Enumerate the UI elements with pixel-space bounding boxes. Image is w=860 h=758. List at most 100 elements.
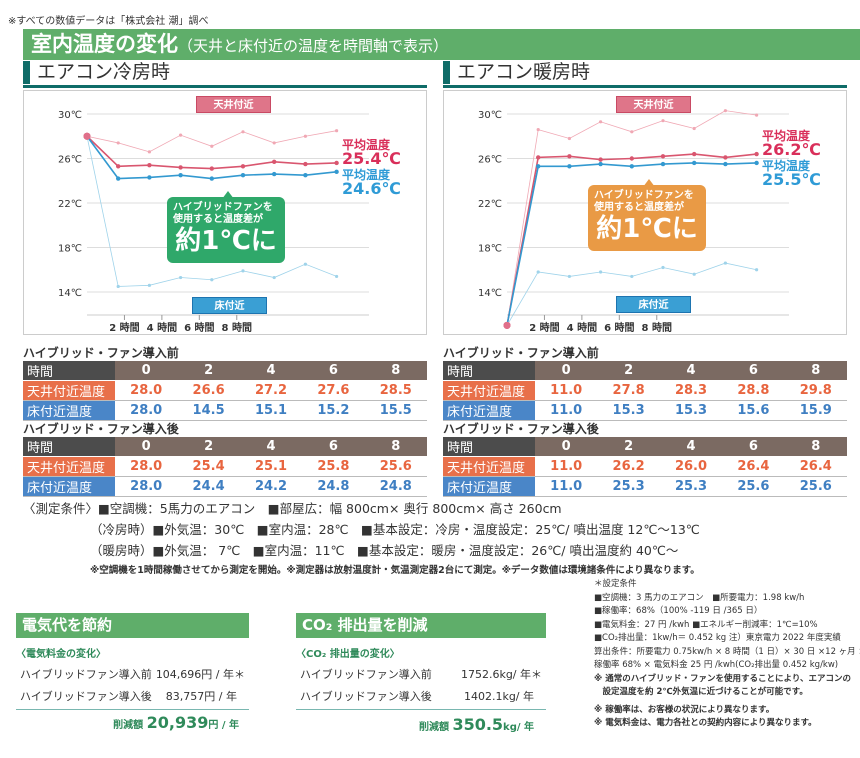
data-point	[567, 136, 571, 141]
table-title: ハイブリッド・ファン導入後	[23, 422, 179, 436]
table-cell: 2	[597, 437, 660, 457]
data-point	[178, 172, 183, 178]
settings-line: 算出条件：所要電力 0.75kw/h × 8 時間（1 日）× 30 日 ×12…	[594, 646, 860, 657]
avg-ceiling-value: 25.4℃	[342, 149, 401, 168]
data-point	[630, 274, 634, 279]
table-cell: 24.4	[177, 476, 240, 497]
co2-before-row: ハイブリッドファン導入前 1752.6kg/ 年＊	[300, 666, 542, 682]
table-cell: 床付近温度	[23, 476, 115, 497]
callout-big: 約1℃に	[175, 226, 277, 256]
data-point	[272, 275, 276, 280]
temp-table-heating-before: ハイブリッド・ファン導入前 時間 0 2 4 6 8 天井付近温度 11.0 27.8 28.3 28…	[443, 344, 847, 421]
value: 104,696円 / 年＊	[155, 668, 245, 681]
settings-line: ■電気料金：27 円 /kwh ■エネルギー削減率：1℃=10%	[594, 619, 818, 630]
series-line	[86, 135, 337, 180]
table-cell: 11.0	[535, 400, 598, 421]
data-point	[210, 278, 214, 282]
conditions-note: ※空調機を1時間稼働させてから測定を開始。※測定器は放射温度計・気温測定器2台に…	[90, 565, 700, 576]
co2-after-row: ハイブリッドファン導入後 1402.1kg/ 年	[300, 688, 534, 704]
table-cell: 28.5	[364, 380, 427, 401]
data-point	[567, 164, 572, 169]
label: ハイブリッドファン導入前	[300, 668, 432, 681]
data-point	[567, 154, 572, 159]
data-point	[147, 175, 152, 180]
y-tick-label: 30℃	[478, 110, 502, 121]
table-row-ceiling: 天井付近温度 28.0 26.6 27.2 27.6 28.5	[23, 380, 427, 401]
y-tick-label: 22℃	[58, 199, 82, 210]
saving-label: 削減額	[113, 720, 144, 731]
table-cell: 天井付近温度	[443, 456, 535, 477]
table-cell: 4	[239, 361, 303, 381]
data-point	[241, 130, 245, 134]
table-cell: 26.4	[722, 456, 785, 477]
value: 1752.6kg/ 年＊	[460, 668, 542, 681]
data-point	[241, 269, 245, 273]
x-tick-label: 4 時間	[567, 321, 597, 334]
data-point	[334, 169, 339, 175]
data-point	[503, 321, 511, 329]
table-cell: 6	[722, 361, 785, 381]
data-point	[178, 165, 183, 170]
y-tick-label: 26℃	[478, 155, 502, 166]
electric-sub: 〈電気料金の変化〉	[16, 649, 106, 660]
y-tick-label: 30℃	[58, 110, 82, 121]
data-point	[692, 160, 697, 166]
temp-table-heating-after: ハイブリッド・ファン導入後 時間 0 2 4 6 8 天井付近温度 11.0 26.2 26.0 26…	[443, 420, 847, 497]
data-point	[335, 129, 339, 133]
table-cell: 27.8	[597, 380, 660, 401]
x-tick-label: 2 時間	[529, 321, 559, 334]
data-point	[599, 270, 603, 274]
avg-label: 平均温度	[762, 159, 811, 173]
table-cell: 26.4	[784, 456, 847, 477]
heating-chart: 30℃ 26℃ 22℃ 18℃ 14℃ 2 時間 4 時間 6 時間 8 時間 天井付近 床付近…	[443, 90, 847, 335]
data-point	[754, 151, 759, 157]
table-cell: 24.2	[239, 476, 303, 497]
table-cell: 0	[115, 361, 178, 381]
floor-tag: 床付近	[616, 296, 691, 313]
page-title: 室内温度の変化（天井と床付近の温度を時間軸で表示）	[23, 29, 860, 60]
table-cell: 25.3	[597, 476, 660, 497]
electric-after-row: ハイブリッドファン導入後 83,757円 / 年	[20, 688, 237, 704]
table-cell: 6	[302, 361, 365, 381]
conditions-line3: （暖房時）■外気温： 7℃ ■室内温：11℃ ■基本設定：暖房・温度設定：26℃…	[90, 543, 679, 558]
x-tick-label: 4 時間	[147, 321, 177, 334]
data-point	[692, 272, 696, 276]
data-point	[536, 127, 540, 132]
avg-ceiling: 平均温度 26.2℃	[762, 130, 821, 158]
table-cell: 15.6	[722, 400, 785, 421]
callout-line1: ハイブリッドファンを	[173, 202, 273, 213]
data-point	[692, 126, 696, 131]
table-cell: 28.0	[115, 476, 178, 497]
settings-line: ■CO₂排出量：1kw/h＝ 0.452 kg 注）東京電力 2022 年度実績	[594, 633, 841, 643]
table-cell: 8	[364, 437, 427, 457]
table-cell: 0	[115, 437, 178, 457]
electric-saving: 削減額 20,939円 / 年	[16, 713, 249, 732]
data-source-note: ※すべての数値データは「株式会社 潮」調べ	[8, 16, 209, 27]
heating-heading-text: エアコン暖房時	[457, 61, 591, 83]
data-point	[303, 262, 307, 266]
data-point	[754, 160, 759, 166]
x-tick-label: 8 時間	[642, 321, 672, 334]
co2-sub: 〈CO₂ 排出量の変化〉	[296, 649, 400, 660]
table-cell: 天井付近温度	[23, 380, 115, 401]
data-point	[147, 283, 151, 287]
data-point	[629, 164, 634, 169]
table-title: ハイブリッド・ファン導入前	[443, 346, 599, 360]
data-point	[536, 164, 541, 169]
callout-line2: 使用すると温度差が	[594, 202, 684, 213]
electric-section: 電気代を節約 〈電気料金の変化〉 ハイブリッドファン導入前 104,696円 / …	[16, 613, 249, 732]
data-point	[755, 113, 759, 117]
settings-notes: ＊設定条件 ■空調機：3 馬力のエアコン ■所要電力：1.98 kw/h ■稼働率：…	[594, 578, 860, 731]
table-cell: 25.6	[784, 476, 847, 497]
avg-floor-value: 24.6℃	[342, 179, 401, 198]
table-cell: 床付近温度	[443, 400, 535, 421]
avg-label: 平均温度	[762, 129, 811, 143]
x-tick-label: 8 時間	[222, 321, 252, 334]
title-main: 室内温度の変化	[31, 32, 178, 56]
table-cell: 15.1	[239, 400, 303, 421]
table-cell: 25.3	[659, 476, 723, 497]
settings-line: 稼働率 68% × 電気料金 25 円 /kwh(CO₂排出量 0.452 kg…	[594, 660, 839, 670]
table-cell: 26.0	[659, 456, 723, 477]
table-cell: 25.6	[364, 456, 427, 477]
cooling-heading-text: エアコン冷房時	[37, 61, 171, 83]
